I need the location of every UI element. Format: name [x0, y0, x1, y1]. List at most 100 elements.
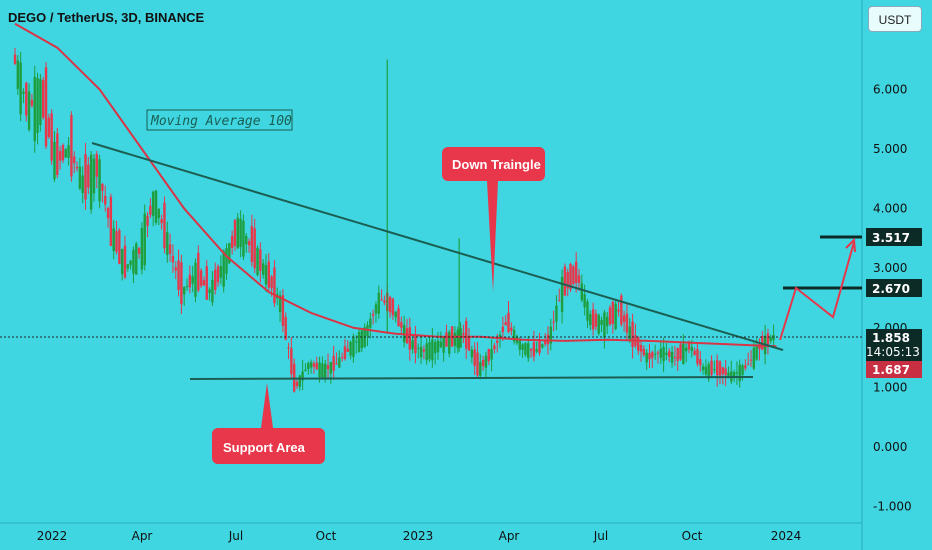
candle-body	[205, 266, 208, 300]
ma-label: Moving Average 100	[150, 114, 292, 129]
candle-body	[214, 269, 217, 290]
candle-body	[81, 175, 84, 194]
candle-body	[414, 334, 417, 354]
candle-body	[445, 332, 448, 347]
candle-body	[160, 219, 163, 224]
candle-body	[417, 347, 420, 350]
candle-body	[230, 235, 234, 248]
candle-body	[250, 226, 254, 263]
candle-body	[769, 337, 772, 342]
y-tick-label: -1.000	[873, 500, 912, 514]
candle-body	[168, 244, 172, 254]
candle-body	[721, 367, 725, 374]
candle-body	[479, 362, 482, 376]
candle-body	[448, 332, 451, 354]
candle-body	[673, 357, 677, 359]
candle-body	[335, 363, 338, 365]
candle-body	[332, 355, 335, 371]
candle-body	[273, 267, 276, 304]
candle-body	[628, 326, 631, 340]
candle-body	[459, 328, 462, 348]
candle-body	[668, 351, 671, 357]
candle-body	[563, 266, 567, 296]
y-tick-label: 4.000	[873, 202, 907, 216]
candle-body	[766, 333, 770, 346]
candle-body	[493, 345, 496, 350]
candle-body	[39, 79, 42, 125]
support-line	[189, 376, 754, 380]
candle-body	[504, 322, 507, 326]
projection-arrow	[779, 241, 855, 341]
candle-body	[490, 349, 493, 360]
candle-body	[594, 313, 598, 327]
candle-body	[132, 249, 135, 274]
candle-body	[143, 213, 146, 266]
candle-body	[123, 245, 127, 278]
candle-body	[16, 60, 20, 89]
candle-body	[208, 289, 211, 293]
candle-body	[543, 340, 547, 345]
candle-body	[211, 279, 214, 303]
candle-body	[535, 349, 538, 352]
candle-body	[304, 369, 307, 371]
candle-body	[467, 336, 471, 351]
target2-value: 3.517	[872, 231, 910, 245]
candle-body	[715, 360, 719, 376]
candle-body	[352, 336, 355, 357]
candle-body	[295, 381, 299, 387]
candle-body	[53, 142, 56, 180]
candle-body	[253, 228, 256, 269]
candle-body	[524, 343, 527, 355]
candle-body	[541, 344, 544, 348]
candle-body	[510, 327, 513, 331]
candle-body	[233, 220, 237, 247]
candle-body	[484, 355, 488, 368]
candle-body	[22, 91, 25, 94]
candle-body	[518, 340, 521, 350]
y-tick-label: 1.000	[873, 380, 907, 394]
candle-body	[699, 359, 702, 366]
ma-price-value: 1.687	[872, 363, 910, 377]
candle-body	[586, 301, 589, 321]
candle-body	[428, 342, 431, 360]
candle-body	[659, 348, 662, 358]
candle-body	[89, 154, 93, 210]
candle-body	[146, 215, 149, 226]
candle-body	[591, 309, 595, 330]
candle-body	[453, 332, 457, 346]
candle-body	[309, 362, 313, 368]
candle-body	[343, 346, 347, 359]
candle-body	[284, 317, 287, 340]
candle-body	[727, 372, 730, 376]
candle-body	[704, 366, 708, 375]
ma-price-tag	[866, 361, 922, 378]
candle-body	[58, 151, 62, 161]
triangle-callout-text: Down Traingle	[452, 157, 541, 172]
candle-body	[555, 305, 558, 322]
candle-body	[75, 166, 79, 169]
candle-body	[622, 315, 626, 323]
candle-body	[369, 318, 372, 328]
candle-body	[735, 372, 739, 374]
candle-body	[512, 330, 516, 342]
candle-body	[19, 62, 22, 115]
candle-body	[473, 349, 476, 366]
candle-body	[104, 195, 107, 205]
candle-body	[202, 280, 206, 286]
candle-body	[388, 297, 392, 313]
candle-body	[558, 300, 561, 302]
currency-button[interactable]: USDT	[868, 6, 922, 32]
triangle-resistance-line	[91, 142, 784, 351]
candle-body	[151, 191, 155, 216]
candle-body	[577, 275, 581, 283]
candle-body	[529, 349, 533, 351]
candle-body	[732, 372, 736, 379]
candle-body	[225, 248, 228, 274]
candle-body	[436, 340, 440, 353]
candle-body	[496, 340, 499, 343]
support-callout-pointer	[261, 383, 273, 428]
candle-body	[321, 363, 324, 379]
y-tick-label: 3.000	[873, 261, 907, 275]
candle-body	[653, 354, 657, 356]
